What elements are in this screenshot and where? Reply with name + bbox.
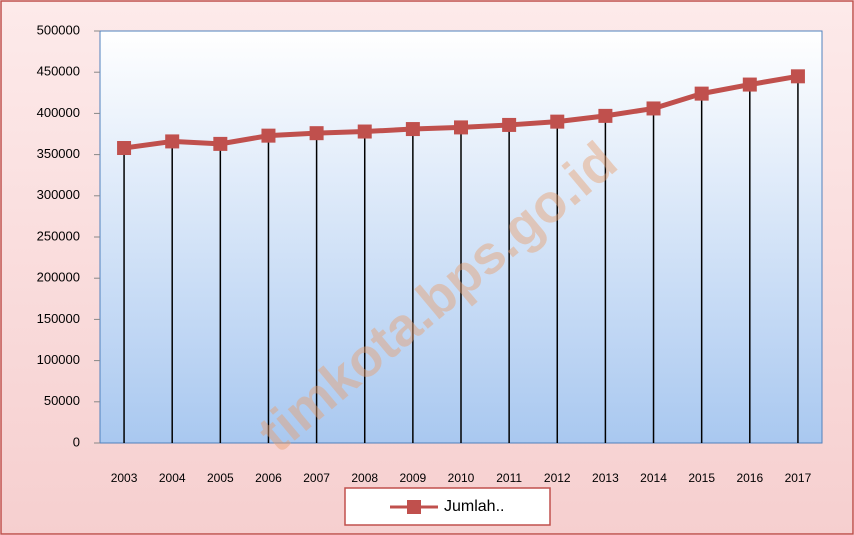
x-tick-label: 2017: [785, 471, 812, 485]
x-tick-label: 2014: [640, 471, 667, 485]
y-tick-label: 300000: [37, 187, 80, 202]
legend-label: Jumlah..: [444, 498, 504, 515]
point: [165, 134, 180, 149]
legend: [344, 487, 551, 526]
y-tick-label: 100000: [37, 352, 80, 367]
y-tick-label: 200000: [37, 270, 80, 285]
point: [309, 126, 324, 141]
x-tick-label: 2003: [111, 471, 138, 485]
x-tick-label: 2008: [351, 471, 378, 485]
x-tick-label: 2009: [400, 471, 427, 485]
point: [117, 141, 132, 156]
x-tick-label: 2012: [544, 471, 571, 485]
y-tick-label: 400000: [37, 105, 80, 120]
point: [261, 128, 276, 143]
y-tick-label: 450000: [37, 64, 80, 79]
x-tick-label: 2004: [159, 471, 186, 485]
y-tick-label: 0: [73, 434, 80, 449]
y-tick-label: 350000: [37, 146, 80, 161]
x-tick-label: 2015: [688, 471, 715, 485]
y-tick-label: 50000: [44, 393, 80, 408]
y-tick-label: 250000: [37, 228, 80, 243]
point: [502, 117, 517, 132]
point: [454, 120, 468, 135]
y-tick-label: 500000: [37, 22, 80, 37]
x-tick-label: 2006: [255, 471, 282, 485]
point: [405, 122, 420, 137]
point: [694, 86, 709, 101]
point: [742, 77, 757, 92]
legend-marker: [407, 500, 421, 514]
point: [550, 114, 565, 129]
x-tick-label: 2010: [448, 471, 475, 485]
x-tick-label: 2007: [303, 471, 330, 485]
x-tick-label: 2011: [496, 471, 522, 485]
y-tick-label: 150000: [37, 311, 80, 326]
point: [357, 124, 372, 139]
point: [598, 108, 613, 123]
x-tick-label: 2005: [207, 471, 234, 485]
point: [646, 101, 661, 116]
point: [213, 136, 228, 151]
point: [790, 69, 805, 84]
x-tick-label: 2016: [736, 471, 763, 485]
x-tick-label: 2013: [592, 471, 619, 485]
